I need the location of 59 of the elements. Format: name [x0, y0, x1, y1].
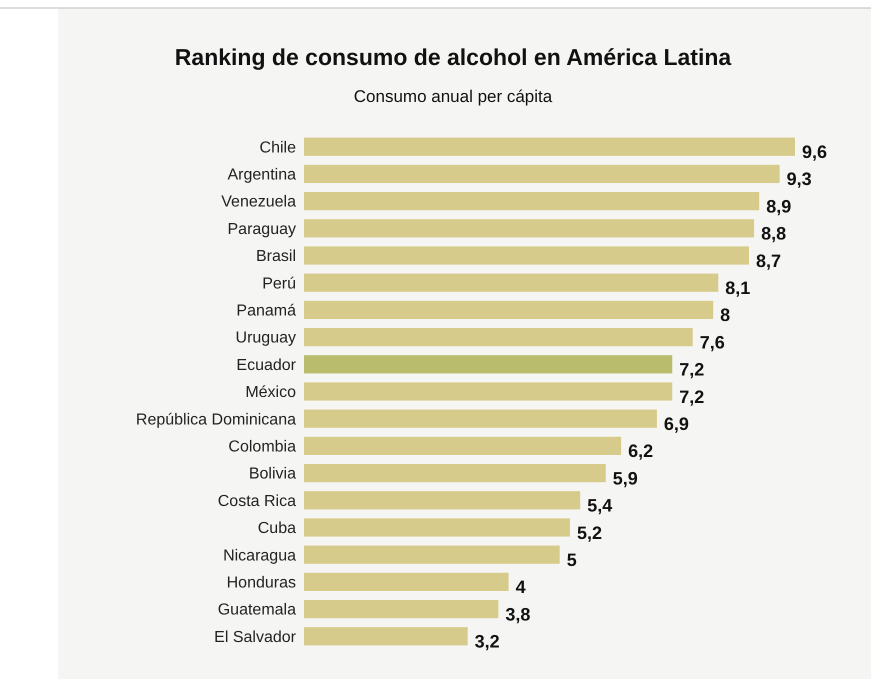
y-tick-label: Paraguay: [228, 220, 296, 238]
chart-subtitle: Consumo anual per cápita: [354, 87, 553, 106]
y-tick-label: Perú: [262, 275, 296, 292]
data-label: 5,4: [587, 496, 612, 516]
data-label: 8,9: [766, 196, 792, 216]
bar: [304, 164, 780, 184]
data-label: 3,2: [474, 632, 500, 652]
data-label: 8: [720, 305, 730, 326]
y-tick-label: Chile: [260, 139, 296, 156]
bar: [304, 382, 672, 401]
data-label: 7,2: [679, 386, 704, 407]
y-tick-label: Argentina: [228, 166, 296, 184]
y-tick-label: República Dominicana: [136, 411, 296, 428]
bar: [304, 464, 606, 482]
y-tick-label: Cuba: [258, 520, 296, 538]
bar: [304, 491, 580, 510]
y-tick-label: Nicaragua: [223, 547, 296, 564]
bar: [304, 410, 657, 428]
chart-title: Ranking de consumo de alcohol en América Latina: [174, 44, 732, 70]
bar: [304, 192, 760, 210]
bar: [304, 546, 560, 564]
bar: [304, 300, 714, 320]
y-tick-label: Honduras: [226, 574, 296, 592]
data-label: 4: [516, 577, 526, 598]
bar: [304, 572, 509, 591]
data-label: 5,2: [576, 522, 602, 543]
bar: [304, 600, 498, 618]
bar: [304, 355, 672, 374]
data-label: 7,6: [700, 332, 725, 352]
data-label: 3,8: [505, 604, 530, 624]
y-tick-label: Brasil: [256, 248, 296, 266]
bar: [304, 328, 693, 346]
data-label: 8,1: [725, 278, 750, 298]
y-tick-label: México: [245, 384, 296, 402]
data-label: 8,7: [756, 250, 781, 271]
data-label: 6,2: [628, 441, 654, 462]
y-tick-label: Uruguay: [236, 330, 296, 347]
bar: [304, 246, 749, 265]
y-tick-label: El Salvador: [214, 628, 297, 646]
y-tick-label: Costa Rica: [218, 492, 296, 510]
bar: [304, 518, 570, 537]
bar: [304, 436, 622, 456]
data-label: 9,6: [802, 142, 828, 162]
data-label: 5,9: [612, 468, 638, 488]
bar: [304, 138, 795, 156]
y-tick-label: Panamá: [236, 302, 296, 320]
data-label: 8,8: [761, 224, 786, 244]
y-tick-label: Bolivia: [248, 466, 296, 483]
y-tick-label: Guatemala: [218, 602, 296, 619]
data-label: 7,2: [679, 360, 704, 380]
bar: [304, 627, 468, 646]
y-tick-label: Venezuela: [221, 194, 296, 211]
data-label: 9,3: [786, 169, 812, 190]
y-tick-label: Colombia: [228, 438, 296, 456]
bar: [304, 274, 718, 292]
y-tick-label: Ecuador: [236, 356, 297, 374]
bar: [304, 219, 754, 238]
data-label: 6,9: [664, 414, 689, 434]
data-label: 5: [566, 550, 577, 570]
